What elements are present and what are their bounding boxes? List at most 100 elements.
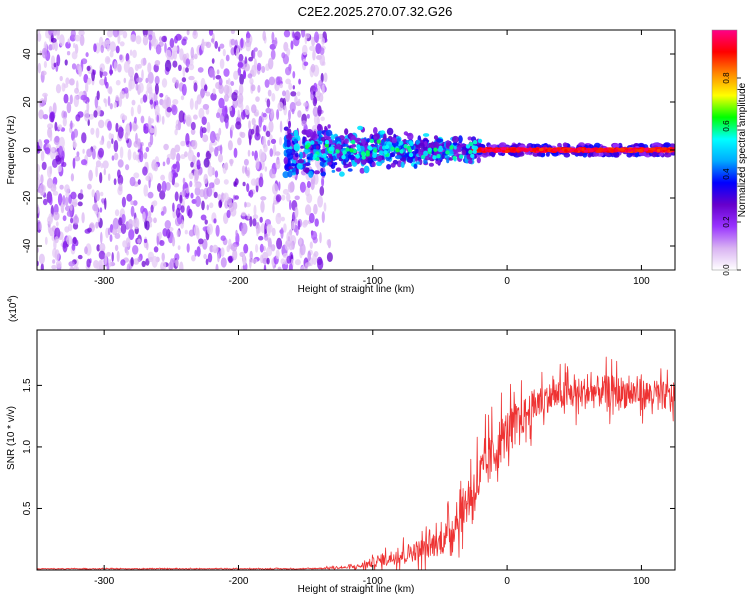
spectrogram-blob [168,261,173,270]
spectrogram-blob [289,199,292,211]
spectrogram-blob [285,89,290,103]
spectrogram-blob [107,120,112,131]
spectrogram-blob [98,147,104,158]
spectrogram-blob [313,91,316,98]
spectrogram-blob [40,174,44,185]
spectrogram-blob [153,246,159,253]
spectrogram-blob [215,224,220,237]
spectrogram-blob [538,147,544,152]
spectrogram-blob [77,201,83,207]
spectrogram-blob [86,77,92,85]
spectrogram-blob [240,102,244,113]
spectrogram-blob [245,105,250,116]
spectrogram-blob [368,146,373,151]
spectrogram-blob [65,41,71,49]
spectrogram-blob [206,204,209,211]
spectrogram-blob [249,257,252,269]
spectrogram-blob [160,174,166,181]
colorbar-gradient [711,29,738,271]
spectrogram-blob [316,117,320,125]
spectrogram-blob [432,155,437,160]
spectrogram-blob [235,229,238,237]
snr-y-ticks: 0.5 1.0 1.5 [22,378,675,515]
spectrogram-blob [251,258,258,264]
spectrogram-blob [125,164,130,171]
spectrogram-blob [593,147,599,151]
spectrogram-blob [176,229,180,238]
spectrogram-blob [308,212,315,224]
spectrogram-blob [323,202,327,212]
spectrogram-blob [298,78,301,85]
spectrogram-blob [115,94,120,102]
spectrogram-blob [187,149,195,162]
spectrogram-blob [263,264,267,270]
spectrogram-blob [174,128,178,136]
spectrogram-blob [242,254,246,266]
spectrogram-blob [205,108,210,115]
spectrogram-blob [171,45,178,53]
spectrogram-blob [58,136,65,149]
spectrogram-blob [106,140,112,149]
spectrogram-blob [98,264,105,270]
spectrogram-blob [249,216,253,227]
spectrogram-blob [97,107,101,117]
spectrogram-blob [73,128,79,138]
spectrogram-blob [48,195,53,206]
spectrogram-blob [215,263,219,270]
spectrogram-blob [127,148,132,161]
spectrogram-blob [216,112,221,119]
spectrogram-blob [56,30,60,40]
spectrogram-blob [373,127,378,135]
spectrogram-blob [381,139,385,147]
spectrogram-blob [230,38,236,46]
spectrogram-blob [117,63,122,73]
spectrogram-blob [313,203,318,215]
spectrogram-blob [37,32,42,42]
spectrogram-blob [219,43,225,49]
spectrogram-blob [70,173,74,182]
spectrogram-blob [237,67,242,76]
spectrogram-blob [268,76,276,86]
spectrogram-blob [468,149,473,155]
spectrogram-blob [292,31,295,38]
spectrogram-blob [294,195,300,201]
spectrogram-blob [145,175,151,182]
spectrogram-blob [518,148,525,152]
spectrogram-blob [149,222,153,228]
spectrogram-blob [142,211,146,223]
spectrogram-blob [95,127,100,139]
spectrogram-blob [129,75,134,82]
spectrogram-blob [270,138,277,144]
spectrogram-blob [154,60,161,66]
spectrogram-blob [137,256,142,263]
spectrogram-blob [313,153,318,158]
spectrogram-blob [99,140,104,146]
spectrogram-blob [452,155,457,161]
spectrogram-blob [341,155,346,160]
spectrogram-blob [300,145,304,149]
spectrogram-blob [72,157,76,169]
spectrogram-blob [220,247,225,257]
spectrogram-blob [143,184,148,197]
spectrogram-blob [473,145,478,150]
spectrogram-blob [87,183,92,190]
spectrogram-blob [196,94,202,105]
spectrogram-blob [261,65,266,74]
spectrogram-blob [413,163,418,169]
spectrogram-blob [223,84,230,95]
spectrogram-blob [180,95,185,101]
spectrogram-blob [545,151,550,157]
spectrogram-blob [132,49,137,59]
spectrogram-blob [279,120,283,133]
spectrogram-blob [562,142,568,148]
spectrogram-blob [87,118,90,127]
spectrogram-blob [229,159,233,167]
spectrogram-blob [361,155,366,160]
spectrogram-blob [128,78,136,90]
spectrogram-blob [90,127,95,135]
spectrogram-blob [308,170,314,178]
spectrogram-blob [96,90,100,101]
spectrogram-blob [233,70,239,81]
spectrogram-blob [504,149,510,153]
spectrogram-blob [321,136,326,142]
